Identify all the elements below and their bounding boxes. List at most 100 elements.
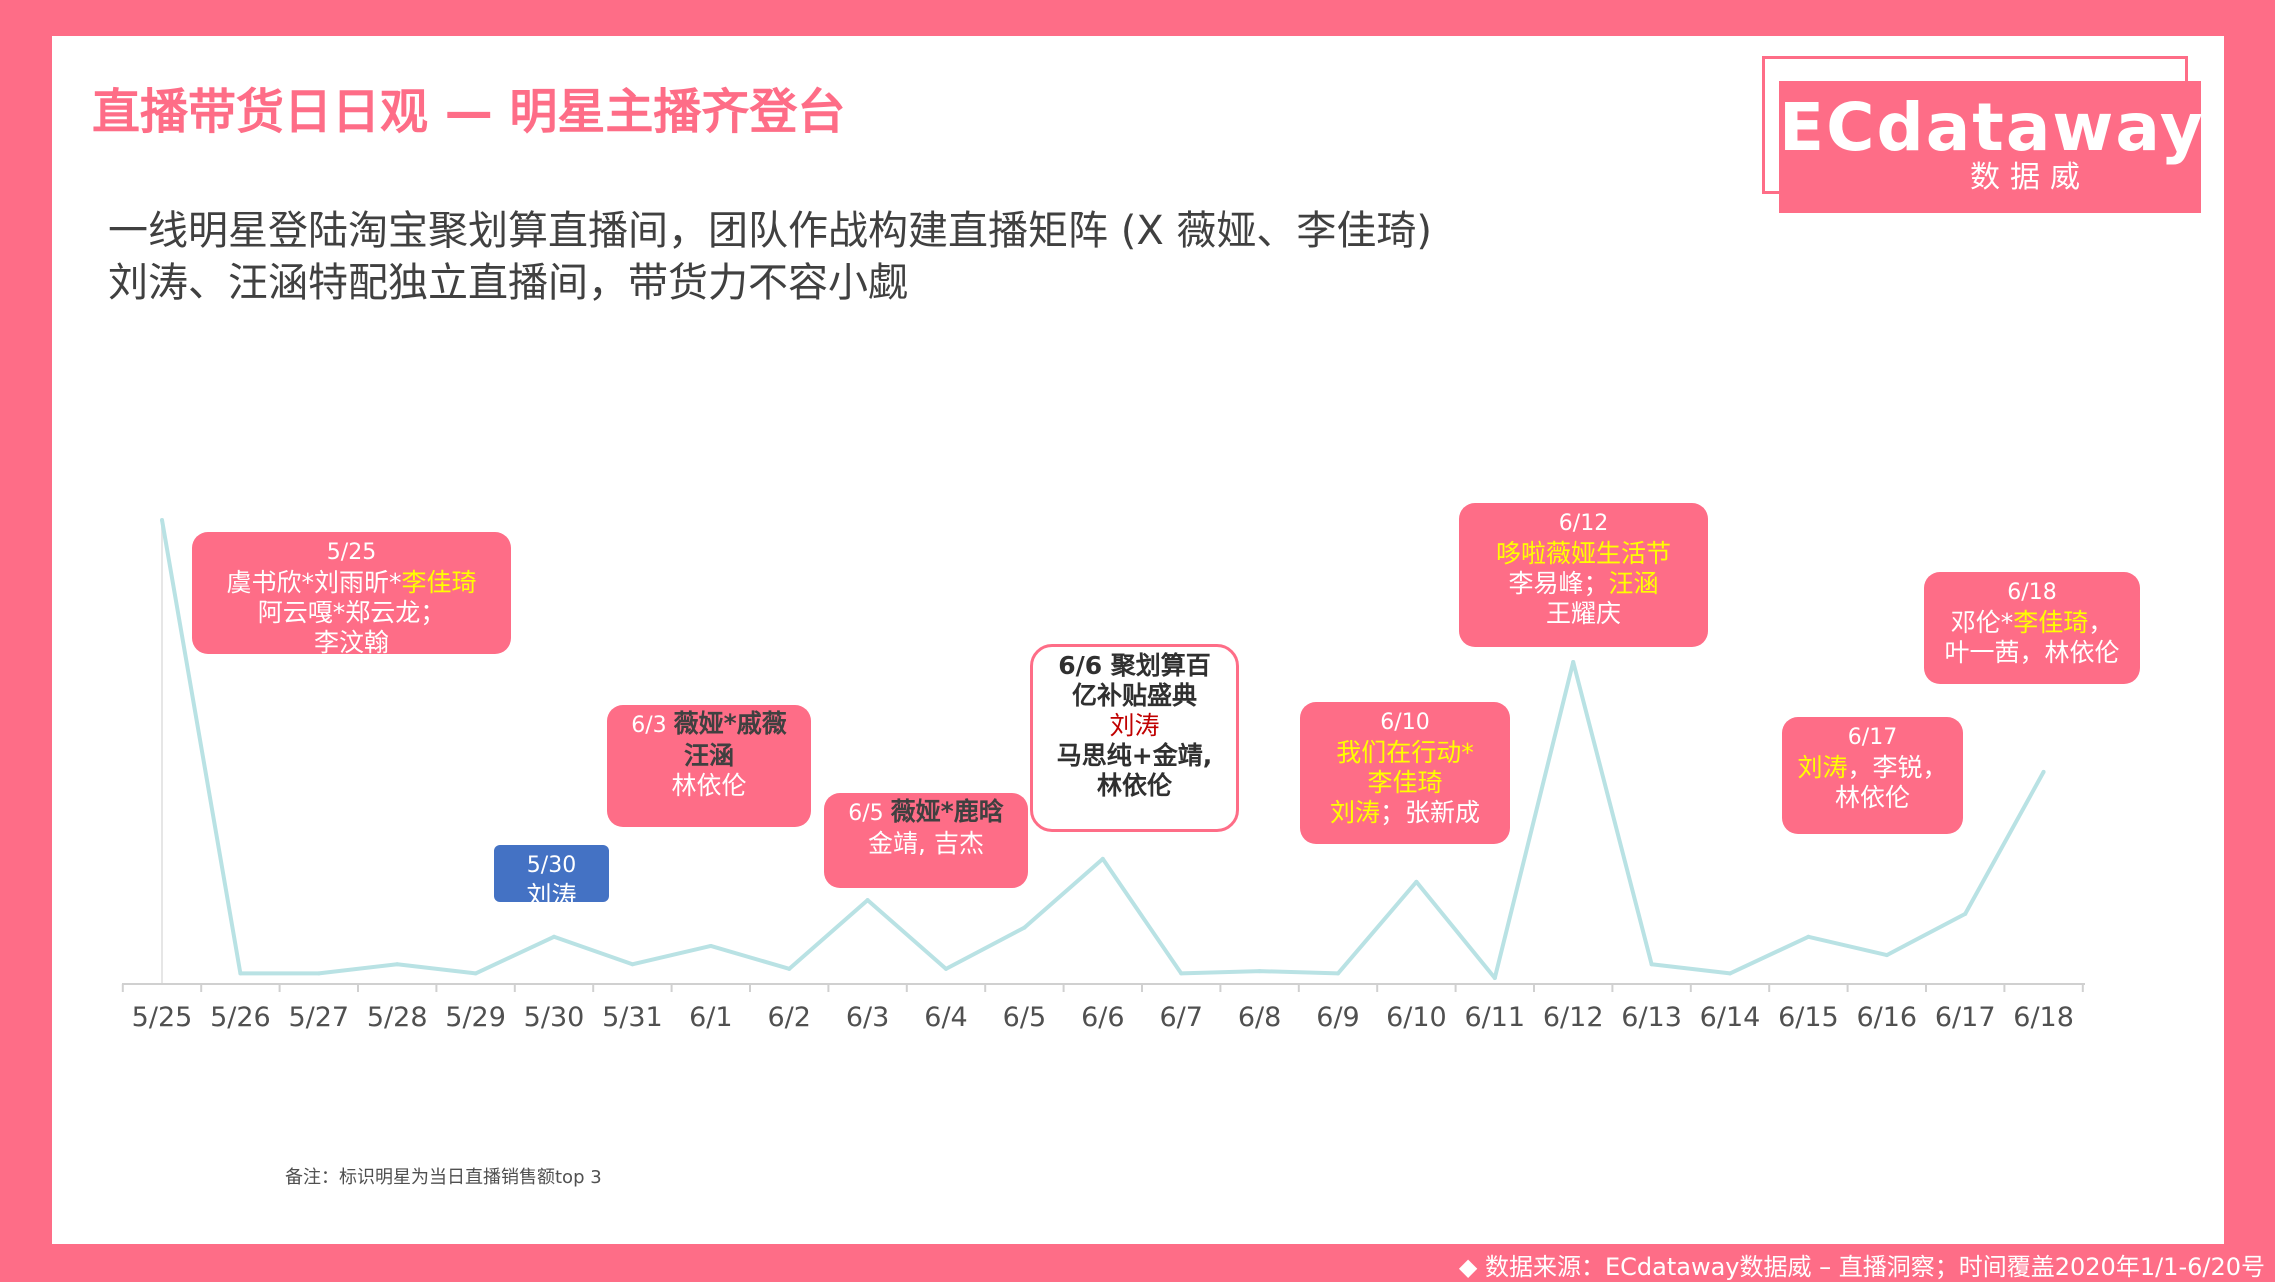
annotation-text: 李汶翰 (313, 628, 389, 657)
annotation-line: 邓伦*李佳琦， (1924, 608, 2140, 638)
brand-logo: ECdataway 数据威 (1779, 81, 2205, 213)
x-tick-label: 6/2 (767, 1002, 810, 1033)
data-point-5/30 (552, 934, 556, 939)
x-tick-label: 6/16 (1856, 1002, 1917, 1033)
data-point-6/6 (1100, 856, 1105, 861)
x-tick-label: 5/31 (602, 1002, 663, 1033)
annotation-text: 叶一茜，林依伦 (1944, 638, 2120, 667)
x-tick-label: 5/27 (288, 1002, 349, 1033)
annotation-text: 汪涵 (1608, 569, 1659, 598)
data-point-6/2 (787, 966, 792, 971)
x-tick-label: 5/26 (210, 1002, 271, 1033)
x-tick-label: 6/4 (924, 1002, 967, 1033)
data-point-5/28 (395, 962, 400, 967)
data-point-5/26 (238, 971, 243, 976)
annotation-text: 刘涛 (1109, 711, 1160, 740)
annotation-text: 刘涛 (526, 881, 577, 910)
data-point-6/12 (1571, 659, 1576, 664)
x-tick-label: 6/7 (1159, 1002, 1202, 1033)
annotation-line: 刘涛 (1033, 711, 1236, 741)
annotation-text: 5/25 (326, 540, 377, 565)
annotation-line: 李佳琦 (1300, 768, 1510, 798)
annotation-6-6: 6/6 聚划算百 亿补贴盛典 刘涛 马思纯+金靖, 林依伦 (1030, 644, 1239, 832)
annotation-text: ，李锐， (1847, 753, 1948, 782)
annotation-5-30: 5/30 刘涛 (494, 845, 609, 910)
annotation-line: 阿云嘎*郑云龙； (192, 598, 511, 628)
annotation-text: 阿云嘎*郑云龙； (257, 598, 446, 627)
annotation-text: 6/6 聚划算百 (1058, 651, 1211, 680)
annotation-line: 马思纯+金靖, (1033, 741, 1236, 771)
data-point-5/25 (160, 518, 164, 522)
annotation-text: 马思纯+金靖, (1056, 741, 1213, 770)
annotation-text: 亿补贴盛典 (1071, 681, 1197, 710)
data-point-6/8 (1257, 969, 1262, 974)
data-point-6/15 (1806, 934, 1811, 939)
annotation-6-5: 6/5 薇娅*鹿晗金靖, 吉杰 (824, 793, 1028, 888)
annotation-text: 虞书欣*刘雨昕* (226, 568, 402, 597)
annotation-line: 叶一茜，林依伦 (1924, 638, 2140, 668)
data-point-6/13 (1649, 962, 1654, 967)
subtitle-line-2: 刘涛、汪涵特配独立直播间，带货力不容小觑 (108, 260, 908, 306)
annotation-line: 哆啦薇娅生活节 (1459, 539, 1708, 569)
x-tick-label: 5/25 (132, 1002, 193, 1033)
annotation-text: 刘涛 (1329, 798, 1380, 827)
x-tick-label: 6/1 (689, 1002, 732, 1033)
x-tick-label: 6/9 (1316, 1002, 1359, 1033)
x-tick-label: 6/11 (1464, 1002, 1525, 1033)
annotation-line: 5/30 (494, 849, 609, 881)
x-tick-label: 5/29 (445, 1002, 506, 1033)
annotation-line: 亿补贴盛典 (1033, 681, 1236, 711)
data-point-6/5 (1022, 925, 1027, 930)
annotation-text: 汪涵 (683, 741, 734, 770)
annotation-text: 林依伦 (671, 771, 747, 800)
annotation-text: 6/17 (1847, 725, 1898, 750)
annotation-line: 刘涛；张新成 (1300, 798, 1510, 828)
data-point-5/27 (316, 971, 321, 976)
annotation-text: 金靖, 吉杰 (868, 829, 984, 858)
x-tick-label: 6/17 (1935, 1002, 1996, 1033)
annotation-line: 李易峰；汪涵 (1459, 569, 1708, 599)
data-point-6/1 (708, 943, 713, 948)
annotation-text: 6/5 (848, 801, 891, 826)
annotation-text: 薇娅*鹿晗 (890, 797, 1004, 826)
annotation-text: 刘涛 (1797, 753, 1848, 782)
annotation-line: 6/17 (1782, 721, 1963, 753)
source-footer: ◆ 数据来源：ECdataway数据威 – 直播洞察；时间覆盖2020年1/1-… (1458, 1253, 2265, 1281)
annotation-line: 林依伦 (1033, 771, 1236, 801)
x-tick-label: 6/14 (1700, 1002, 1761, 1033)
page-subtitle: 一线明星登陆淘宝聚划算直播间，团队作战构建直播矩阵 (X 薇娅、李佳琦) 刘涛、… (108, 205, 1432, 309)
annotation-text: 林依伦 (1834, 783, 1910, 812)
x-tick-label: 6/6 (1081, 1002, 1124, 1033)
annotation-6-10: 6/10 我们在行动* 李佳琦 刘涛；张新成 (1300, 702, 1510, 844)
annotation-text: 我们在行动* (1336, 738, 1474, 767)
annotation-text: 6/12 (1558, 511, 1609, 536)
annotation-text: 6/3 (631, 713, 674, 738)
annotation-5-25: 5/25 虞书欣*刘雨昕*李佳琦 阿云嘎*郑云龙； 李汶翰 (192, 532, 511, 657)
x-tick-label: 6/8 (1238, 1002, 1281, 1033)
x-tick-label: 5/28 (367, 1002, 428, 1033)
annotation-line: 李汶翰 (192, 628, 511, 658)
annotation-text: ；张新成 (1380, 798, 1481, 827)
annotation-line: 刘涛 (494, 881, 609, 911)
data-point-6/4 (944, 966, 948, 971)
annotation-text: 王耀庆 (1545, 599, 1621, 628)
annotation-text: 6/18 (2007, 580, 2057, 605)
annotation-line: 汪涵 (607, 741, 811, 771)
annotation-text: 李易峰； (1508, 569, 1609, 598)
annotation-line: 6/18 (1924, 576, 2140, 608)
annotation-6-17: 6/17 刘涛，李锐， 林依伦 (1782, 717, 1963, 834)
chart-note: 备注：标识明星为当日直播销售额top 3 (285, 1167, 602, 1188)
annotation-line: 6/3 薇娅*戚薇 (607, 709, 811, 741)
data-point-5/29 (473, 971, 478, 976)
logo-wordmark: ECdataway (1779, 89, 2205, 166)
annotation-text: 邓伦* (1950, 608, 2014, 637)
annotation-line: 金靖, 吉杰 (824, 829, 1028, 859)
page-title: 直播带货日日观 — 明星主播齐登台 (92, 84, 846, 140)
data-point-6/9 (1336, 971, 1340, 976)
data-point-6/17 (1963, 911, 1968, 916)
annotation-text: 6/10 (1380, 710, 1430, 735)
data-point-5/31 (630, 962, 635, 967)
x-tick-label: 6/18 (2013, 1002, 2074, 1033)
annotation-line: 我们在行动* (1300, 738, 1510, 768)
